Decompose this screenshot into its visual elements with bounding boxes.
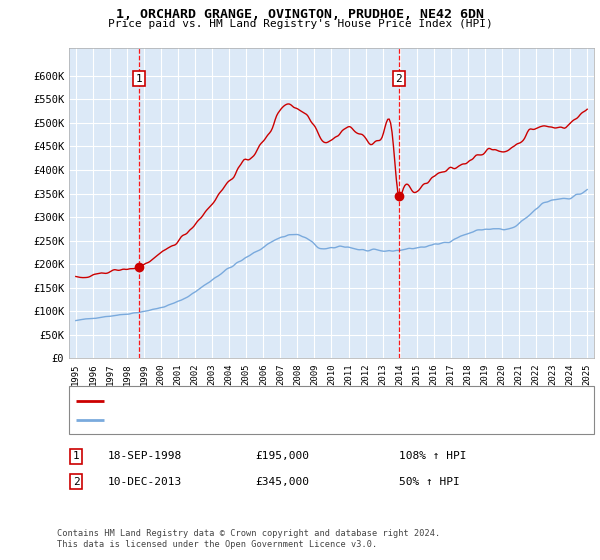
- Text: £345,000: £345,000: [255, 477, 309, 487]
- Text: HPI: Average price, detached house, Northumberland: HPI: Average price, detached house, Nort…: [110, 415, 404, 424]
- Text: 18-SEP-1998: 18-SEP-1998: [108, 451, 182, 461]
- Text: 2: 2: [395, 74, 402, 83]
- Text: 50% ↑ HPI: 50% ↑ HPI: [399, 477, 460, 487]
- Text: 1: 1: [73, 451, 80, 461]
- Text: 1: 1: [136, 74, 143, 83]
- Text: 108% ↑ HPI: 108% ↑ HPI: [399, 451, 467, 461]
- Text: Price paid vs. HM Land Registry's House Price Index (HPI): Price paid vs. HM Land Registry's House …: [107, 19, 493, 29]
- Text: 1, ORCHARD GRANGE, OVINGTON, PRUDHOE, NE42 6DN (detached house): 1, ORCHARD GRANGE, OVINGTON, PRUDHOE, NE…: [110, 396, 480, 405]
- Text: £195,000: £195,000: [255, 451, 309, 461]
- Text: Contains HM Land Registry data © Crown copyright and database right 2024.
This d: Contains HM Land Registry data © Crown c…: [57, 529, 440, 549]
- Text: 10-DEC-2013: 10-DEC-2013: [108, 477, 182, 487]
- Text: 2: 2: [73, 477, 80, 487]
- Text: 1, ORCHARD GRANGE, OVINGTON, PRUDHOE, NE42 6DN: 1, ORCHARD GRANGE, OVINGTON, PRUDHOE, NE…: [116, 8, 484, 21]
